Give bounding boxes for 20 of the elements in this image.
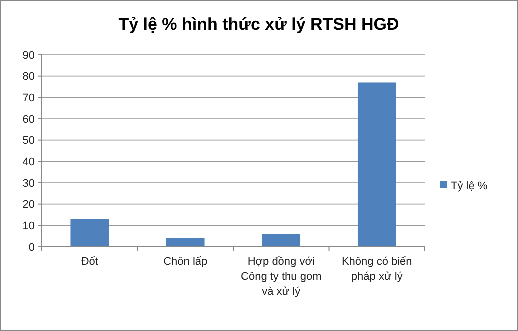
y-tick-label: 30 [22,178,35,190]
bar [166,238,205,247]
bar [358,82,396,247]
x-tick-label: Chôn lấp [164,256,208,268]
y-tick-label: 40 [22,156,35,169]
y-tick-label: 70 [22,92,35,105]
chart-title: Tỷ lệ % hình thức xử lý RTSH HGĐ [118,15,400,34]
y-tick-label: 90 [22,50,35,62]
x-tick-label: Không có biến pháp xử lý [342,256,412,283]
y-tick-label: 80 [22,71,35,84]
y-tick-label: 60 [22,114,35,126]
y-tick-label: 50 [22,135,35,148]
y-tick-label: 0 [28,242,35,254]
legend-label: Tỷ lệ % [451,180,488,192]
y-tick-label: 20 [22,199,35,212]
bar [70,219,110,247]
x-tick-label: Hợp đồng với Công ty thu gom và xử lý [241,256,322,298]
x-tick-label: Đốt [81,256,98,268]
y-tick-label: 10 [22,220,35,233]
bar [262,234,301,247]
